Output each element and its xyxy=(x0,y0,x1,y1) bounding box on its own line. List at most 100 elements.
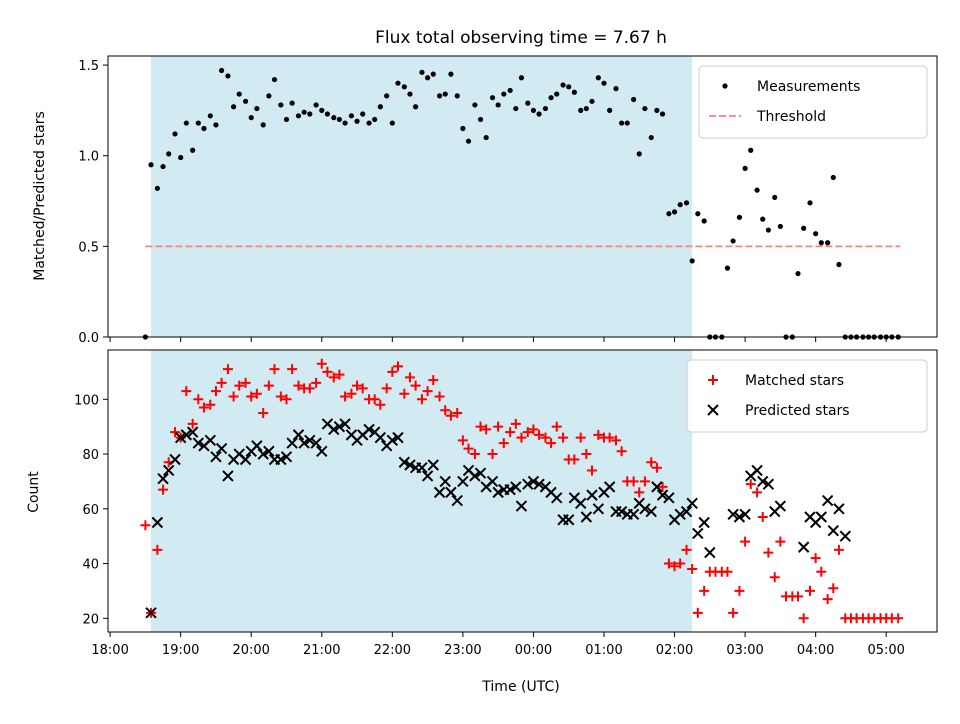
data-point xyxy=(830,174,836,181)
data-point xyxy=(213,122,219,128)
data-point xyxy=(360,111,366,117)
data-point xyxy=(762,478,775,490)
x-tick-label: 05:00 xyxy=(867,643,904,658)
data-point xyxy=(463,443,474,454)
data-point xyxy=(825,240,831,246)
data-point xyxy=(457,475,469,488)
data-point xyxy=(260,122,266,128)
data-point xyxy=(154,185,160,191)
data-point xyxy=(218,67,225,74)
data-point xyxy=(528,424,539,435)
y-tick-label: 0.5 xyxy=(78,240,99,255)
data-point xyxy=(689,258,695,264)
data-point xyxy=(663,492,675,504)
data-point xyxy=(775,536,786,547)
data-point xyxy=(328,423,340,436)
legend-swatch xyxy=(708,375,718,385)
data-point xyxy=(604,432,615,443)
data-point xyxy=(183,120,189,126)
data-point xyxy=(389,120,395,126)
data-point xyxy=(774,500,787,512)
data-point xyxy=(501,91,507,97)
data-point xyxy=(439,475,451,488)
data-point xyxy=(428,375,439,386)
data-point xyxy=(210,386,221,397)
data-point xyxy=(210,451,222,463)
data-point xyxy=(560,82,566,88)
count-panel: 20 40 60 80 100 18:00 19:00 20:00 21:00 22:00 23:0… xyxy=(74,349,938,658)
data-point xyxy=(822,594,833,605)
data-point xyxy=(283,116,290,123)
data-point xyxy=(522,478,534,490)
data-point xyxy=(413,104,419,110)
data-point xyxy=(586,489,598,501)
y-tick-label: 80 xyxy=(82,448,99,463)
data-point xyxy=(489,95,496,101)
data-point xyxy=(589,98,595,104)
data-point xyxy=(286,437,298,449)
data-point xyxy=(192,437,205,449)
data-point xyxy=(797,541,810,553)
data-point xyxy=(386,434,399,447)
data-point xyxy=(522,427,533,438)
y-tick-label: 1.0 xyxy=(78,150,99,165)
data-point xyxy=(651,481,663,493)
data-point xyxy=(551,492,563,504)
data-point xyxy=(798,613,809,624)
data-point xyxy=(322,366,333,377)
data-point xyxy=(495,102,501,108)
x-tick-label: 01:00 xyxy=(585,643,622,658)
data-point xyxy=(654,107,660,113)
legend-label: Measurements xyxy=(757,79,860,95)
data-point xyxy=(169,453,181,466)
legend: Matched stars Predicted stars xyxy=(686,359,928,433)
data-point xyxy=(704,546,716,559)
data-point xyxy=(427,459,439,471)
data-point xyxy=(258,407,269,418)
data-point xyxy=(369,394,380,405)
data-point xyxy=(551,421,562,432)
data-point xyxy=(205,399,216,410)
data-point xyxy=(457,435,468,446)
data-point xyxy=(228,391,239,402)
data-point xyxy=(404,372,415,383)
y-tick-label: 1.5 xyxy=(78,59,99,74)
data-point xyxy=(452,407,463,418)
data-point xyxy=(736,214,743,220)
data-point xyxy=(730,238,736,244)
data-point xyxy=(727,508,739,520)
data-point xyxy=(419,69,425,75)
data-point xyxy=(533,478,545,490)
legend-box xyxy=(686,359,928,433)
data-point xyxy=(651,462,662,473)
data-point xyxy=(440,405,451,416)
chart-title: Flux total observing time = 7.67 h xyxy=(375,28,667,48)
data-point xyxy=(448,71,454,77)
series-predicted-stars xyxy=(145,418,851,619)
data-point xyxy=(186,426,199,438)
data-point xyxy=(525,100,531,106)
data-point xyxy=(421,470,434,482)
data-point xyxy=(372,116,378,123)
data-point xyxy=(395,80,401,86)
data-point xyxy=(656,489,669,501)
data-point xyxy=(430,71,436,77)
data-point xyxy=(833,503,845,515)
data-point xyxy=(354,118,360,124)
data-point xyxy=(392,361,403,372)
data-point xyxy=(816,566,827,577)
data-point xyxy=(534,429,545,440)
data-point xyxy=(481,424,492,435)
data-point xyxy=(669,561,680,572)
data-point xyxy=(162,464,175,477)
legend-label: Matched stars xyxy=(745,373,844,389)
data-point xyxy=(624,120,630,126)
data-point xyxy=(377,104,383,110)
data-point xyxy=(645,505,657,518)
data-point xyxy=(140,520,151,531)
x-tick-label: 23:00 xyxy=(444,643,481,658)
data-point xyxy=(540,432,551,443)
y-axis-label-ratio: Matched/Predicted stars xyxy=(32,111,48,281)
data-point xyxy=(805,585,816,596)
y-tick-label: 100 xyxy=(74,393,99,408)
